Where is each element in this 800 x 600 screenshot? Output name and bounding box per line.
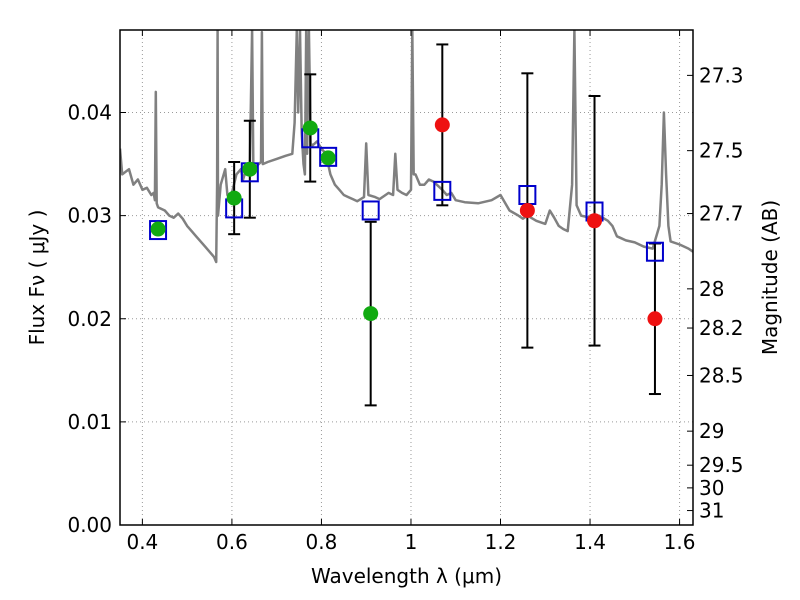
right-tick-label: 30: [699, 476, 724, 500]
data-point: [302, 120, 318, 136]
model-spectrum-line: [120, 30, 693, 264]
x-tick-label: 1.2: [485, 530, 517, 554]
grid: [120, 30, 693, 526]
error-bars: [228, 43, 661, 407]
x-tick-label: 1: [405, 530, 418, 554]
y-axis-title: Flux Fν ( μJy ): [25, 210, 49, 346]
x-tick-label: 1.6: [664, 530, 696, 554]
plot-frame: [119, 29, 694, 526]
right-tick-label: 31: [699, 499, 724, 523]
right-tick-label: 27.3: [699, 63, 744, 87]
data-point: [434, 117, 450, 133]
data-point: [647, 311, 663, 327]
data-point: [519, 202, 535, 218]
data-point: [226, 190, 242, 206]
model-photometry-squares: [149, 128, 664, 262]
ticks: [120, 30, 693, 526]
x-tick-label: 0.4: [126, 530, 158, 554]
x-tick-label: 0.6: [216, 530, 248, 554]
data-point: [363, 306, 379, 322]
x-axis-title: Wavelength λ (μm): [311, 564, 502, 588]
right-tick-label: 29: [699, 419, 724, 443]
y-tick-label: 0.04: [67, 101, 112, 125]
model-photometry-square: [319, 146, 338, 167]
tick-labels: 0.4 0.6 0.8 1 1.2 1.4 1.6 0.00 0.01 0.02 0.03 0.04 2…: [67, 63, 743, 554]
model-photometry-square: [361, 200, 380, 221]
right-tick-label: 28.5: [699, 363, 744, 387]
right-tick-label: 29.5: [699, 453, 744, 477]
data-point: [320, 150, 336, 166]
right-axis-title: Magnitude (AB): [758, 200, 782, 355]
model-photometry-square: [433, 180, 452, 201]
right-tick-label: 28.2: [699, 316, 744, 340]
right-tick-label: 28: [699, 277, 724, 301]
model-spectrum: [120, 30, 693, 264]
right-tick-label: 27.7: [699, 202, 744, 226]
data-point: [587, 213, 603, 229]
data-point: [150, 221, 166, 237]
model-photometry-square: [149, 220, 168, 241]
observed-photometry-points: [150, 117, 663, 327]
x-tick-label: 0.8: [306, 530, 338, 554]
y-tick-label: 0.02: [67, 307, 112, 331]
y-tick-label: 0.01: [67, 410, 112, 434]
model-photometry-square: [645, 241, 664, 262]
right-tick-label: 27.5: [699, 139, 744, 163]
data-point: [242, 161, 258, 177]
y-tick-label: 0.03: [67, 204, 112, 228]
x-tick-label: 1.4: [574, 530, 606, 554]
y-tick-label: 0.00: [67, 513, 112, 537]
